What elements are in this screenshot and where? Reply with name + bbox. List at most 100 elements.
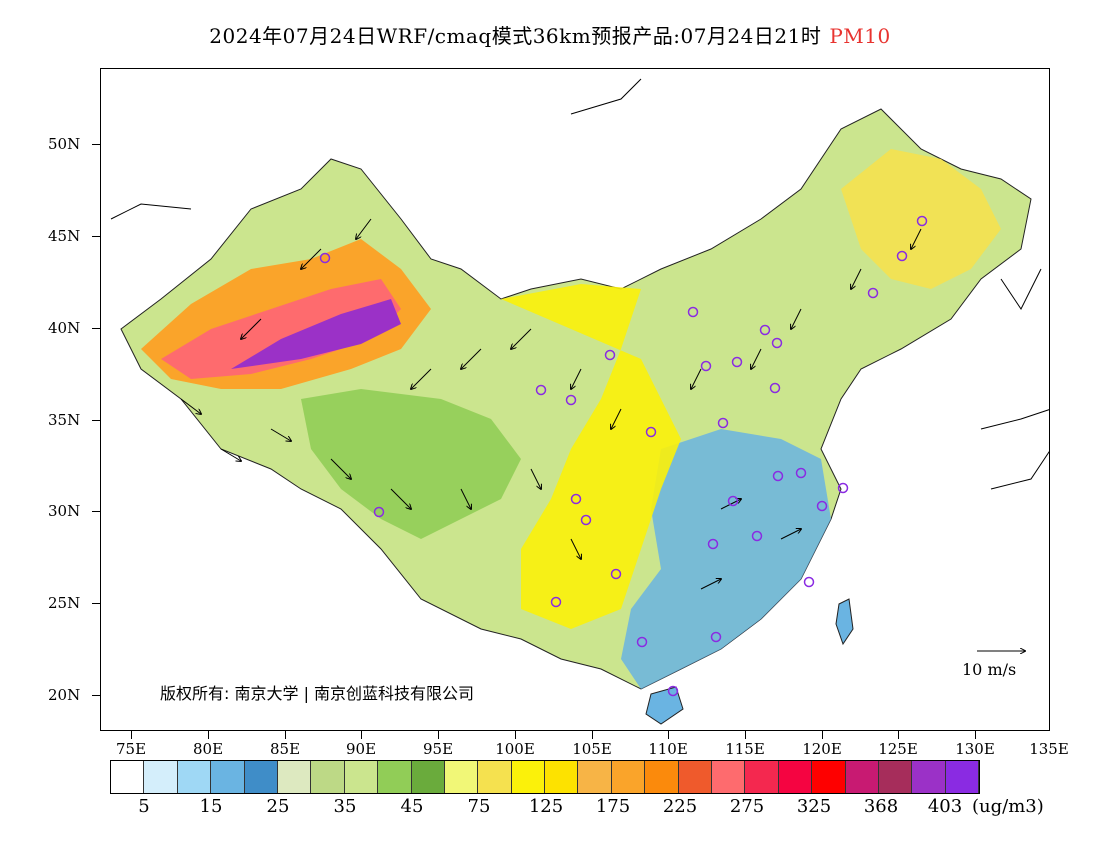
colorbar-swatch xyxy=(244,761,278,793)
colorbar-label: 125 xyxy=(528,796,564,817)
station-marker xyxy=(803,576,815,588)
lon-label-95e: 95E xyxy=(422,740,454,758)
colorbar-swatch xyxy=(211,761,245,793)
colorbar-swatch xyxy=(144,761,178,793)
colorbar-swatch xyxy=(444,761,479,793)
colorbar-label: 45 xyxy=(400,796,424,817)
lon-label-135e: 135E xyxy=(1029,740,1069,758)
colorbar-swatch xyxy=(945,761,980,793)
colorbar-label: 25 xyxy=(266,796,290,817)
station-marker xyxy=(771,337,783,349)
dust-region-core xyxy=(231,299,401,369)
lon-label-120e: 120E xyxy=(802,740,842,758)
lon-label-80e: 80E xyxy=(192,740,224,758)
map-panel xyxy=(100,68,1050,731)
lon-label-105e: 105E xyxy=(572,740,612,758)
title-variable: PM10 xyxy=(829,24,891,48)
colorbar-swatch xyxy=(277,761,312,793)
station-marker xyxy=(769,382,781,394)
colorbar-swatch xyxy=(378,761,412,793)
lon-label-85e: 85E xyxy=(269,740,301,758)
station-marker xyxy=(570,493,582,505)
lon-tick xyxy=(898,731,899,739)
colorbar-units: (ug/m3) xyxy=(972,796,1044,817)
colorbar xyxy=(110,760,981,794)
lon-label-125e: 125E xyxy=(878,740,918,758)
lat-tick xyxy=(92,236,100,237)
station-marker xyxy=(751,530,763,542)
colorbar-label: 175 xyxy=(595,796,631,817)
lon-tick xyxy=(361,731,362,739)
colorbar-label: 15 xyxy=(199,796,223,817)
colorbar-label: 75 xyxy=(467,796,491,817)
colorbar-swatch xyxy=(712,761,746,793)
lat-tick xyxy=(92,328,100,329)
colorbar-swatch xyxy=(177,761,212,793)
station-marker xyxy=(550,596,562,608)
station-marker xyxy=(687,306,699,318)
lon-tick xyxy=(592,731,593,739)
lon-tick xyxy=(515,731,516,739)
colorbar-label: 325 xyxy=(796,796,832,817)
colorbar-swatch xyxy=(645,761,679,793)
colorbar-swatch xyxy=(745,761,779,793)
plateau-green-region xyxy=(301,389,521,539)
lat-tick xyxy=(92,695,100,696)
station-marker xyxy=(667,685,679,697)
lat-label-25n: 25N xyxy=(48,594,81,612)
station-marker xyxy=(535,384,547,396)
central-yellow-region xyxy=(501,284,681,629)
station-marker xyxy=(700,360,712,372)
colorbar-swatch xyxy=(545,761,579,793)
colorbar-label: 225 xyxy=(662,796,698,817)
hainan xyxy=(645,686,684,725)
colorbar-swatch xyxy=(311,761,345,793)
lon-label-100e: 100E xyxy=(495,740,535,758)
station-marker xyxy=(795,467,807,479)
colorbar-label: 403 xyxy=(927,796,963,817)
station-marker xyxy=(916,215,928,227)
station-marker xyxy=(604,349,616,361)
station-marker xyxy=(727,495,739,507)
colorbar-swatch xyxy=(578,761,612,793)
taiwan xyxy=(835,598,854,646)
station-marker xyxy=(837,482,849,494)
colorbar-swatch xyxy=(344,761,379,793)
colorbar-label: 5 xyxy=(138,796,150,817)
station-marker xyxy=(772,470,784,482)
station-marker xyxy=(731,356,743,368)
title-main: 2024年07月24日WRF/cmaq模式36km预报产品:07月24日21时 xyxy=(209,24,822,48)
station-marker xyxy=(373,506,385,518)
colorbar-label: 275 xyxy=(729,796,765,817)
lat-label-50n: 50N xyxy=(48,135,81,153)
colorbar-label: 368 xyxy=(863,796,899,817)
lat-tick xyxy=(92,511,100,512)
station-marker xyxy=(759,324,771,336)
lat-label-30n: 30N xyxy=(48,502,81,520)
lon-label-130e: 130E xyxy=(955,740,995,758)
southeast-clean-region xyxy=(621,429,831,689)
lat-tick xyxy=(92,144,100,145)
station-marker xyxy=(636,636,648,648)
station-marker xyxy=(319,252,331,264)
colorbar-swatch xyxy=(845,761,879,793)
lon-tick xyxy=(745,731,746,739)
lon-tick xyxy=(975,731,976,739)
station-marker xyxy=(867,287,879,299)
colorbar-swatch xyxy=(678,761,713,793)
colorbar-swatch xyxy=(912,761,946,793)
coastline xyxy=(110,78,1049,490)
lon-tick xyxy=(131,731,132,739)
lat-label-45n: 45N xyxy=(48,227,81,245)
copyright-notice: 版权所有: 南京大学 | 南京创蓝科技有限公司 xyxy=(160,684,475,703)
northeast-yellow-region xyxy=(841,149,1001,289)
colorbar-swatch xyxy=(411,761,445,793)
lon-tick xyxy=(438,731,439,739)
station-markers xyxy=(319,215,928,697)
lon-label-115e: 115E xyxy=(725,740,765,758)
station-marker xyxy=(710,631,722,643)
lat-label-35n: 35N xyxy=(48,411,81,429)
colorbar-swatch xyxy=(478,761,512,793)
colorbar-swatch xyxy=(778,761,813,793)
vector-reference-label: 10 m/s xyxy=(962,660,1017,679)
